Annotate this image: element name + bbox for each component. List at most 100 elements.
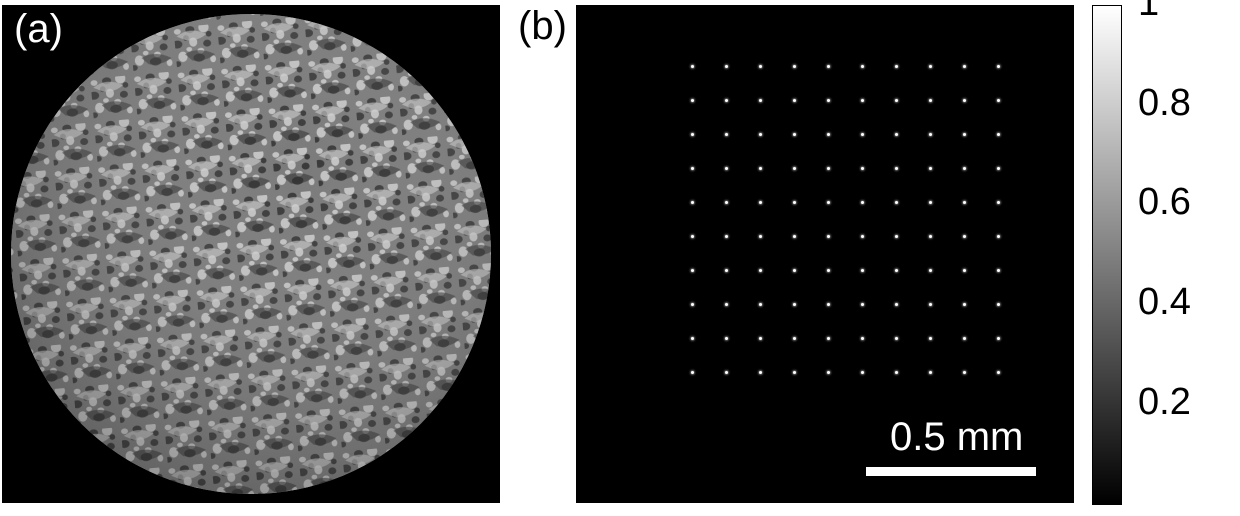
focal-spot	[725, 133, 728, 136]
focal-spot	[793, 65, 796, 68]
panel-b: 0.5 mm	[576, 5, 1074, 503]
focal-spot	[725, 303, 728, 306]
focal-spot	[861, 269, 864, 272]
focal-spot	[827, 99, 830, 102]
focal-spot	[895, 269, 898, 272]
focal-spot	[997, 269, 1000, 272]
focal-spot	[861, 201, 864, 204]
focal-spot	[725, 269, 728, 272]
focal-spot	[861, 133, 864, 136]
focal-spot	[997, 235, 1000, 238]
focal-spot	[997, 99, 1000, 102]
focal-spot	[895, 303, 898, 306]
focal-spot	[895, 337, 898, 340]
panel-a-label: (a)	[14, 7, 63, 52]
focal-spot	[827, 133, 830, 136]
colorbar-tick-label: 0.8	[1138, 82, 1191, 125]
focal-spot	[725, 337, 728, 340]
focal-spot	[759, 99, 762, 102]
focal-spot	[963, 201, 966, 204]
focal-spot	[759, 201, 762, 204]
focal-spot	[691, 235, 694, 238]
focal-spot	[691, 99, 694, 102]
focal-spot	[793, 167, 796, 170]
focal-spot	[929, 269, 932, 272]
focal-spot	[861, 337, 864, 340]
focal-spot	[793, 269, 796, 272]
focal-spot	[963, 269, 966, 272]
focal-spot	[793, 99, 796, 102]
focal-spot	[827, 167, 830, 170]
focal-spot	[997, 201, 1000, 204]
colorbar-tick-label: 0.4	[1138, 281, 1191, 324]
focal-spot	[691, 65, 694, 68]
focal-spot	[691, 371, 694, 374]
colorbar-tick-label: 0.2	[1138, 381, 1191, 424]
focal-spot	[827, 235, 830, 238]
focal-spot	[691, 133, 694, 136]
focal-spot	[691, 201, 694, 204]
focal-spot	[691, 167, 694, 170]
focal-spot	[861, 167, 864, 170]
focal-spot	[895, 371, 898, 374]
focal-spot	[895, 65, 898, 68]
focal-spot	[929, 99, 932, 102]
focal-spot	[827, 337, 830, 340]
colorbar	[1092, 5, 1122, 505]
focal-spot	[929, 167, 932, 170]
focal-spot	[929, 303, 932, 306]
focal-spot	[793, 201, 796, 204]
focal-spot	[895, 99, 898, 102]
focal-spot	[963, 337, 966, 340]
focal-spot	[725, 167, 728, 170]
focal-spot	[725, 65, 728, 68]
focal-spot	[963, 303, 966, 306]
focal-spot	[861, 371, 864, 374]
focal-spot	[827, 371, 830, 374]
focal-spot	[725, 99, 728, 102]
focal-spot	[725, 235, 728, 238]
focal-spot	[793, 337, 796, 340]
focal-spot	[725, 371, 728, 374]
focal-spot	[963, 167, 966, 170]
focal-spot	[895, 201, 898, 204]
colorbar-tick-label: 0.6	[1138, 181, 1191, 224]
focal-spot	[827, 201, 830, 204]
focal-spot	[827, 65, 830, 68]
focal-spot	[929, 201, 932, 204]
focal-spot	[997, 337, 1000, 340]
panel-b-label: (b)	[518, 4, 567, 49]
focal-spot	[929, 371, 932, 374]
focal-spot	[929, 337, 932, 340]
focal-spot	[759, 133, 762, 136]
focal-spot	[759, 337, 762, 340]
focal-spot	[793, 303, 796, 306]
focal-spot	[963, 99, 966, 102]
focal-spot	[929, 65, 932, 68]
focal-spot	[759, 303, 762, 306]
focal-spot	[793, 371, 796, 374]
focal-spot	[963, 133, 966, 136]
focal-spot	[929, 133, 932, 136]
focal-spot	[759, 269, 762, 272]
focal-spot	[963, 65, 966, 68]
focal-spot	[963, 371, 966, 374]
focal-spot	[691, 337, 694, 340]
colorbar-tick-label: 1	[1138, 0, 1159, 25]
focal-spot	[895, 235, 898, 238]
focal-spot	[759, 235, 762, 238]
panel-a	[2, 5, 500, 503]
hologram-circle	[11, 14, 491, 494]
focal-spot	[861, 235, 864, 238]
focal-spot	[861, 65, 864, 68]
focal-spot	[827, 303, 830, 306]
focal-spot	[895, 133, 898, 136]
focal-spot	[861, 303, 864, 306]
focal-spot	[963, 235, 966, 238]
focal-spot	[827, 269, 830, 272]
focal-spot	[997, 371, 1000, 374]
focal-spot	[725, 201, 728, 204]
focal-spot	[997, 167, 1000, 170]
focal-spot	[997, 65, 1000, 68]
colorbar-container: 10.80.60.40.2	[1092, 5, 1240, 503]
